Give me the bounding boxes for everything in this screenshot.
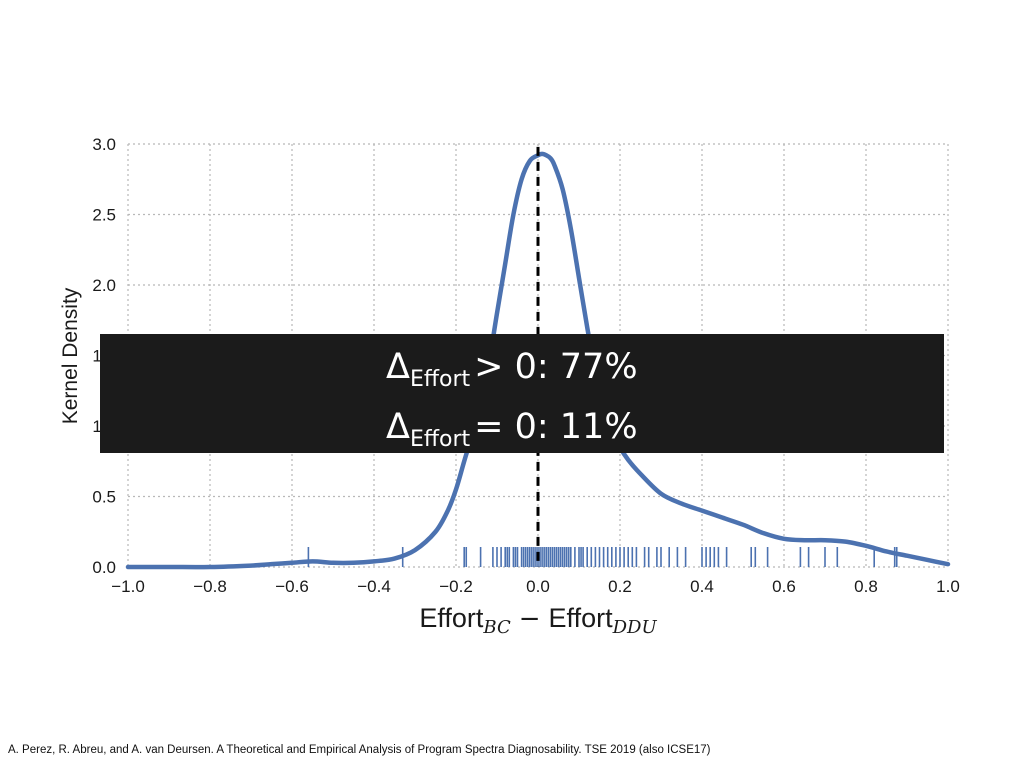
kde-curve bbox=[125, 151, 951, 570]
x-tick-label: −0.4 bbox=[357, 577, 391, 596]
y-tick-label: 0.0 bbox=[92, 558, 116, 577]
citation: A. Perez, R. Abreu, and A. van Deursen. … bbox=[8, 744, 711, 756]
x-tick-label: 0.0 bbox=[526, 577, 550, 596]
x-tick-label: −0.2 bbox=[439, 577, 473, 596]
x-label-sub-a: BC bbox=[482, 617, 511, 638]
x-axis-label: EffortBC − EffortDDU bbox=[419, 603, 657, 638]
x-tick-label: 0.6 bbox=[772, 577, 796, 596]
x-label-term-b: Effort bbox=[549, 603, 614, 633]
overlay-line-gt: ΔEffort > 0: 77% bbox=[386, 347, 638, 392]
x-tick-label: 1.0 bbox=[936, 577, 960, 596]
y-tick-label: 0.5 bbox=[92, 488, 116, 507]
x-tick-label: 0.4 bbox=[690, 577, 714, 596]
x-label-term-a: Effort bbox=[419, 603, 484, 633]
x-tick-label: −0.6 bbox=[275, 577, 309, 596]
stats-overlay: ΔEffort > 0: 77% ΔEffort = 0: 11% bbox=[100, 334, 944, 453]
x-label-sub-b: DDU bbox=[612, 617, 658, 638]
y-tick-label: 2.5 bbox=[92, 206, 116, 225]
rug-plot bbox=[307, 547, 898, 567]
overlay-line-eq: ΔEffort = 0: 11% bbox=[386, 407, 638, 452]
x-label-operator: − bbox=[519, 604, 541, 634]
x-tick-label: −1.0 bbox=[111, 577, 145, 596]
x-tick-label: 0.8 bbox=[854, 577, 878, 596]
y-tick-label: 2.0 bbox=[92, 276, 116, 295]
x-tick-labels: −1.0 −0.8 −0.6 −0.4 −0.2 0.0 0.2 0.4 0.6 0.8 1.0 bbox=[111, 577, 960, 596]
x-tick-label: 0.2 bbox=[608, 577, 632, 596]
x-tick-label: −0.8 bbox=[193, 577, 227, 596]
y-axis-label: Kernel Density bbox=[59, 287, 82, 424]
overlay-box bbox=[100, 334, 944, 453]
y-tick-label: 3.0 bbox=[92, 135, 116, 154]
